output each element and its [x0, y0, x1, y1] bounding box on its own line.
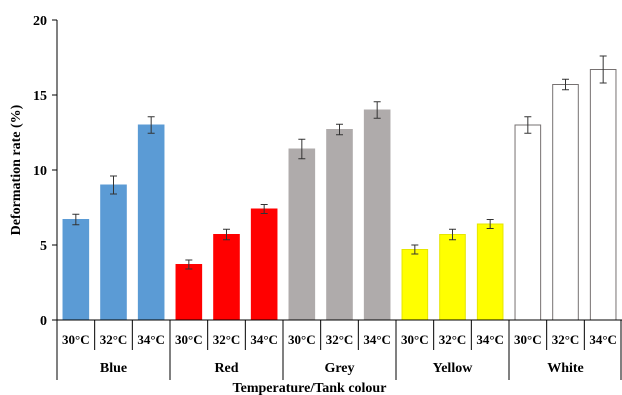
error-bar-blue-34c — [147, 116, 155, 134]
error-bars-layer — [72, 55, 607, 270]
error-bar-white-34c — [599, 55, 607, 84]
tank-colour-label-grey: Grey — [324, 361, 354, 376]
bar-red-32c — [213, 234, 240, 321]
bar-blue-34c — [137, 124, 165, 321]
temperature-label-white-32c: 32°C — [552, 332, 580, 347]
error-bar-grey-32c — [336, 123, 343, 136]
bar-grey-34c — [363, 109, 391, 321]
temperature-label-blue-34c: 34°C — [137, 332, 165, 347]
bar-blue-32c — [100, 184, 127, 321]
bar-yellow-32c — [439, 234, 466, 321]
tank-colour-label-blue: Blue — [100, 361, 127, 376]
tank-colour-label-white: White — [547, 361, 584, 376]
tank-colour-labels: Blue Red Grey Yellow White — [100, 361, 584, 376]
bar-red-30c — [175, 264, 203, 321]
temperature-label-blue-30c: 30°C — [62, 332, 90, 347]
y-tick-label-15: 15 — [33, 89, 47, 104]
error-bar-blue-30c — [72, 213, 80, 226]
temperature-label-yellow-30c: 30°C — [401, 332, 429, 347]
temperature-label-yellow-34c: 34°C — [476, 332, 504, 347]
bar-yellow-30c — [401, 249, 429, 321]
bar-grey-30c — [288, 148, 316, 321]
bar-blue-30c — [62, 219, 90, 321]
x-axis-title: Temperature/Tank colour — [233, 381, 387, 395]
y-tick-label-10: 10 — [33, 164, 47, 179]
error-bar-white-32c — [562, 78, 569, 91]
error-bar-blue-32c — [110, 175, 117, 195]
temperature-label-red-32c: 32°C — [213, 332, 241, 347]
temperature-label-red-34c: 34°C — [250, 332, 278, 347]
temperature-labels: 30°C 32°C 34°C 30°C 32°C 34°C 30°C 32°C 34°C 30°C… — [62, 332, 617, 347]
tank-colour-label-yellow: Yellow — [433, 361, 474, 376]
temperature-label-red-30c: 30°C — [175, 332, 203, 347]
temperature-label-grey-32c: 32°C — [326, 332, 354, 347]
temperature-label-blue-32c: 32°C — [100, 332, 128, 347]
temperature-label-grey-34c: 34°C — [363, 332, 391, 347]
bar-grey-32c — [326, 129, 353, 321]
error-bar-red-30c — [185, 259, 193, 270]
bar-white-30c — [514, 124, 542, 321]
temperature-label-grey-30c: 30°C — [288, 332, 316, 347]
error-bar-yellow-34c — [486, 219, 494, 229]
y-tick-label-20: 20 — [33, 14, 47, 29]
error-bar-grey-34c — [373, 101, 381, 119]
x-axis-ticks — [56, 320, 622, 380]
y-tick-label-0: 0 — [40, 314, 47, 329]
error-bar-red-34c — [260, 204, 268, 214]
bar-white-32c — [552, 84, 579, 321]
y-axis-title: Deformation rate (%) — [9, 104, 24, 235]
y-axis-ticks: 0 5 10 15 20 — [33, 14, 57, 329]
temperature-label-white-30c: 30°C — [514, 332, 542, 347]
error-bar-yellow-30c — [411, 244, 419, 255]
error-bar-red-32c — [223, 228, 230, 241]
bar-red-34c — [250, 208, 278, 321]
bar-white-34c — [589, 69, 617, 321]
y-tick-label-5: 5 — [40, 239, 47, 254]
error-bar-yellow-32c — [449, 228, 456, 241]
temperature-label-white-34c: 34°C — [589, 332, 617, 347]
bars-layer — [62, 69, 617, 321]
tank-colour-label-red: Red — [214, 361, 238, 376]
error-bar-white-30c — [524, 116, 532, 134]
temperature-label-yellow-32c: 32°C — [439, 332, 467, 347]
error-bar-grey-30c — [298, 138, 306, 160]
bar-yellow-34c — [476, 223, 504, 321]
